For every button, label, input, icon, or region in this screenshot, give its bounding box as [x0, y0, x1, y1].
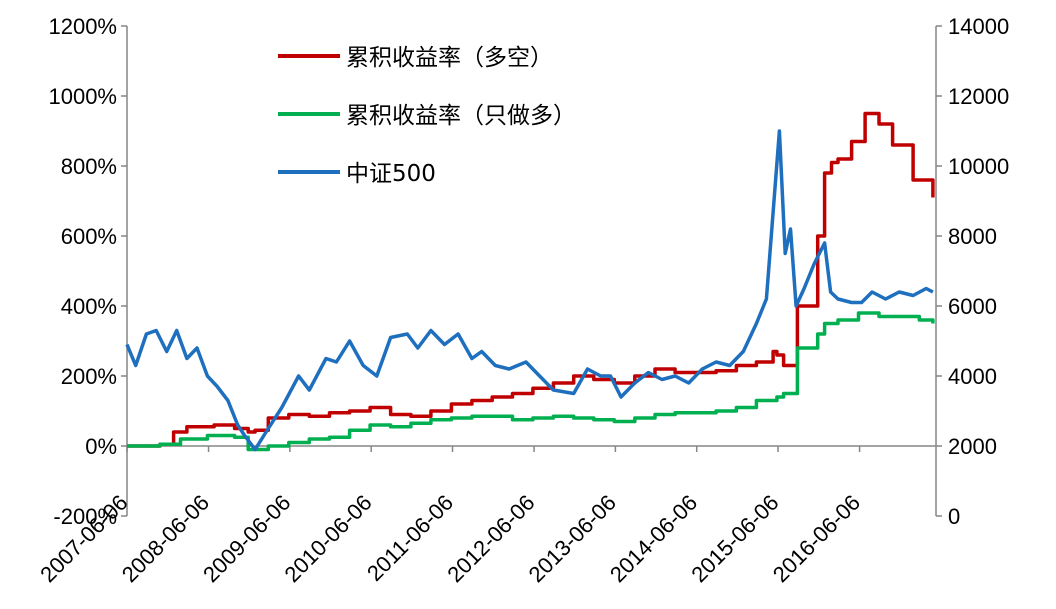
- x-tick-label: 2008-06-06: [117, 490, 214, 587]
- right-y-tick-label: 2000: [948, 434, 997, 459]
- series-line-long-only: [127, 311, 935, 452]
- series-line-csi500: [125, 129, 934, 452]
- legend: 累积收益率（多空） 累积收益率（只做多） 中证500: [278, 45, 576, 187]
- right-y-tick-label: 4000: [948, 364, 997, 389]
- legend-label-csi500: 中证500: [346, 161, 436, 187]
- right-y-tick-label: 10000: [948, 154, 1009, 179]
- legend-label-long-only: 累积收益率（只做多）: [346, 103, 576, 129]
- left-y-tick-label: 1000%: [48, 84, 117, 109]
- right-y-tick-label: 6000: [948, 294, 997, 319]
- axes: [121, 25, 942, 517]
- x-tick-label: 2009-06-06: [198, 490, 295, 587]
- x-tick-label: 2013-06-06: [524, 490, 621, 587]
- right-y-tick-label: 12000: [948, 84, 1009, 109]
- left-y-tick-label: 1200%: [48, 14, 117, 39]
- x-tick-label: 2012-06-06: [442, 490, 539, 587]
- series-line-long-short: [127, 111, 935, 448]
- left-y-tick-label: 800%: [61, 154, 117, 179]
- legend-label-long-short: 累积收益率（多空）: [346, 45, 553, 71]
- left-y-tick-label: 600%: [61, 224, 117, 249]
- left-y-tick-label: 200%: [61, 364, 117, 389]
- x-tick-label: 2015-06-06: [686, 490, 783, 587]
- right-y-tick-label: 8000: [948, 224, 997, 249]
- right-y-tick-label: 14000: [948, 14, 1009, 39]
- left-y-tick-label: 400%: [61, 294, 117, 319]
- left-y-tick-label: 0%: [85, 434, 117, 459]
- right-y-tick-label: 0: [948, 504, 960, 529]
- x-tick-label: 2014-06-06: [605, 490, 702, 587]
- series-lines: [125, 111, 935, 452]
- left-y-tick-label: -200%: [53, 504, 117, 529]
- x-tick-label: 2016-06-06: [768, 490, 865, 587]
- x-tick-label: 2010-06-06: [279, 490, 376, 587]
